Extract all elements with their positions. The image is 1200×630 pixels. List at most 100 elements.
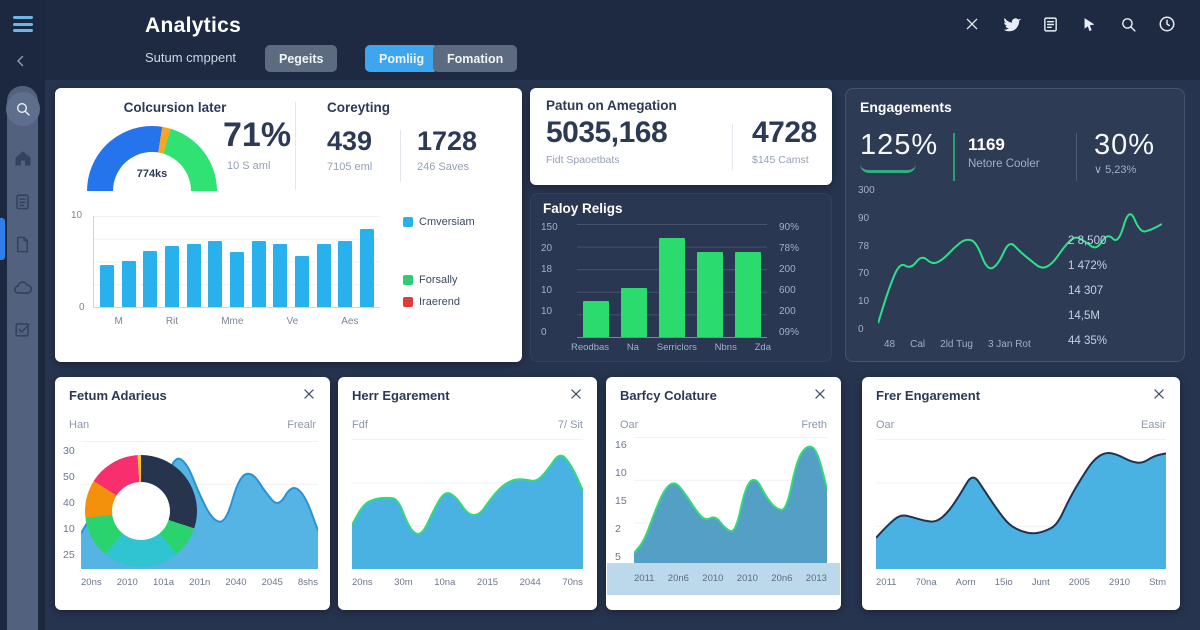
y-axis-label: 200 — [779, 306, 796, 317]
right-sub-label: 7/ Sit — [557, 419, 583, 431]
x-axis-label: 101a — [152, 577, 175, 588]
bar — [143, 250, 158, 307]
y-axis-label: 0 — [858, 323, 864, 335]
right-axis: 90% 78% 200 600 200 09% — [779, 222, 799, 338]
engagements-title: Engagements — [860, 99, 952, 115]
left-sub-label: Oar — [876, 419, 895, 431]
conversion-title: Colcursion later — [123, 100, 227, 115]
x-axis-label: Mme — [221, 316, 244, 327]
conversion-card: Colcursion later 774ks 71% 10 S aml Core… — [55, 88, 522, 362]
stat-block: 1728 246 Saves — [417, 126, 477, 173]
twitter-icon[interactable] — [1000, 13, 1022, 35]
x-axis-label: Serriclors — [656, 342, 697, 353]
divider — [1076, 133, 1077, 181]
stat-label: ∨ 5,23% — [1094, 164, 1137, 176]
tab-pomliig[interactable]: Pomliig — [365, 45, 439, 72]
notes-icon[interactable] — [1039, 13, 1061, 35]
clock-icon[interactable] — [1156, 13, 1178, 35]
stat-block: 4728 $145 Camst — [752, 116, 817, 166]
gauge-sub-label: 10 S aml — [227, 160, 271, 172]
x-axis-label: 2013 — [805, 573, 827, 584]
stat-label: 7105 eml — [327, 161, 373, 173]
close-icon[interactable] — [813, 387, 829, 403]
x-axis-label: Junt — [1031, 577, 1050, 588]
area-chart — [876, 439, 1166, 569]
x-axis-label: 70ns — [562, 577, 583, 588]
home-icon[interactable] — [11, 146, 34, 169]
bar — [229, 251, 244, 307]
top-header: Analytics Sutum cmppent Pegeits Pomliig … — [45, 0, 1200, 80]
stat-block: 439 7105 eml — [327, 126, 372, 173]
bar — [100, 265, 114, 307]
file-icon[interactable] — [11, 233, 34, 256]
stat-block: 30% ∨ 5,23% — [1094, 129, 1155, 176]
close-icon[interactable] — [302, 387, 318, 403]
divider — [953, 133, 955, 181]
tab-pegeits[interactable]: Pegeits — [265, 45, 338, 72]
menu-icon[interactable] — [13, 16, 33, 32]
x-axis-label: Aorn — [955, 577, 976, 588]
stat-value: 1728 — [417, 126, 478, 156]
card-title: Fetum Adarieus — [69, 388, 167, 403]
x-axis-labels: Reodbas Na Serriclors Nbns Zda — [571, 342, 771, 353]
y-axis-label: 0 — [541, 327, 547, 338]
x-axis-label: 48 — [884, 339, 896, 350]
engagements-line-chart — [878, 189, 1162, 335]
sidebar — [0, 0, 45, 630]
close-icon[interactable] — [1152, 387, 1168, 403]
tab-fomation[interactable]: Fomation — [433, 45, 518, 72]
task-icon[interactable] — [11, 318, 34, 341]
bar — [735, 252, 761, 337]
bar — [621, 288, 647, 337]
x-axis-label: 2045 — [261, 577, 283, 588]
x-axis-label: Na — [626, 342, 639, 353]
pointer-icon[interactable] — [1078, 13, 1100, 35]
brush-selection[interactable] — [607, 563, 840, 595]
barfcy-colature-card: Barfcy Colature Oar Freth 16 10 15 2 5 2011 2… — [606, 377, 841, 610]
active-nav-indicator — [0, 218, 5, 260]
divider — [732, 124, 733, 170]
x-axis-label: 2011 — [634, 573, 655, 584]
x-axis-label: 2015 — [476, 577, 499, 588]
stat-block: 1169 Netore Cooler — [968, 135, 1040, 170]
x-axis-label: Cal — [910, 339, 926, 350]
y-axis-label: 50 — [63, 471, 75, 483]
x-axis-label: Ve — [286, 316, 299, 327]
x-axis-label: Aes — [341, 316, 359, 327]
y-axis-label: 10 — [615, 467, 627, 479]
card-subtitles: Fdf 7/ Sit — [352, 419, 583, 431]
bar — [164, 246, 179, 307]
card-title: Herr Egarement — [352, 388, 450, 403]
stat-value: 1169 — [968, 135, 1005, 154]
close-icon[interactable] — [569, 387, 585, 403]
metric-value: 14 307 — [1068, 285, 1104, 297]
search-icon[interactable] — [1117, 13, 1139, 35]
clipboard-icon[interactable] — [11, 190, 34, 213]
sidebar-search-icon[interactable] — [6, 92, 40, 126]
back-chevron-icon[interactable] — [12, 52, 30, 75]
policy-panel: Faloy Religs 150 20 18 10 10 0 90% 78% 200 600 20… — [530, 193, 832, 362]
close-icon[interactable] — [961, 13, 983, 35]
x-axis-label: 2040 — [225, 577, 247, 588]
y-axis: 16 10 15 2 5 — [615, 439, 627, 563]
bar — [208, 240, 223, 307]
stat-label: Fidt Spaoetbats — [546, 154, 620, 166]
y-axis-label: 2 — [615, 523, 621, 535]
x-axis-label: 20n6 — [667, 573, 689, 584]
y-axis-label: 09% — [779, 327, 800, 338]
y-axis-label: 40 — [63, 497, 75, 509]
conversion-bar-chart — [93, 216, 380, 308]
bar — [316, 244, 331, 307]
x-axis-label: 2005 — [1068, 577, 1090, 588]
returns-card: Patun on Amegation 5035,168 Fidt Spaoetb… — [530, 88, 832, 185]
y-axis: 30 50 40 10 25 — [63, 445, 75, 561]
y-axis-max: 10 — [71, 210, 83, 221]
left-sub-label: Oar — [620, 419, 639, 431]
x-axis-label: 15io — [994, 577, 1013, 588]
right-sub-label: Easir — [1140, 419, 1166, 431]
divider — [400, 130, 401, 182]
cloud-icon[interactable] — [11, 276, 34, 299]
y-axis-label: 78% — [779, 243, 800, 254]
frer-engarement-card: Frer Engarement Oar Easir 2011 70na Aorn 15… — [862, 377, 1180, 610]
bar — [338, 240, 353, 307]
